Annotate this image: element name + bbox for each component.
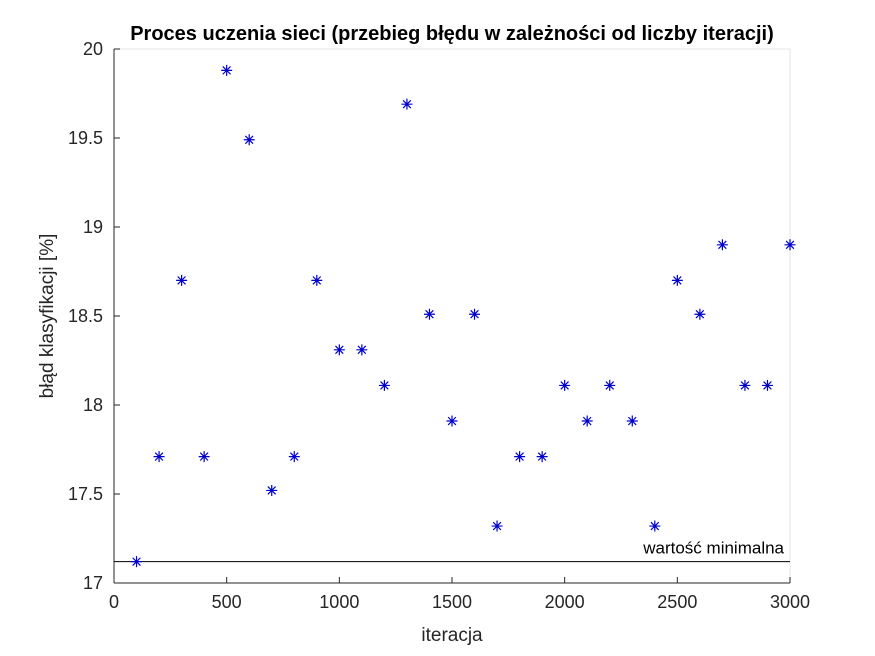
data-point bbox=[198, 451, 210, 463]
data-point bbox=[581, 415, 593, 427]
y-tick-label: 19 bbox=[83, 217, 103, 237]
x-tick-label: 1500 bbox=[432, 592, 472, 612]
data-point bbox=[176, 274, 188, 286]
x-tick-label: 0 bbox=[109, 592, 119, 612]
data-point bbox=[378, 379, 390, 391]
data-point bbox=[536, 451, 548, 463]
data-point bbox=[243, 134, 255, 146]
data-point bbox=[333, 344, 345, 356]
plot-area: 0 500 1000 1500 2000 2500 3000 17 17.5 18 18.5 19 19… bbox=[68, 39, 810, 612]
data-point bbox=[784, 239, 796, 251]
data-point bbox=[514, 451, 526, 463]
data-point bbox=[469, 308, 481, 320]
data-point bbox=[716, 239, 728, 251]
data-point bbox=[266, 484, 278, 496]
data-point bbox=[694, 308, 706, 320]
data-point bbox=[671, 274, 683, 286]
y-tick-label: 18 bbox=[83, 395, 103, 415]
data-point bbox=[131, 556, 143, 568]
x-tick-label: 1000 bbox=[319, 592, 359, 612]
data-point bbox=[491, 520, 503, 532]
y-tick-label: 18.5 bbox=[68, 306, 103, 326]
x-axis-label: iteracja bbox=[421, 625, 483, 646]
x-tick-label: 2000 bbox=[545, 592, 585, 612]
y-tick-label: 17 bbox=[83, 573, 103, 593]
x-tick-label: 3000 bbox=[770, 592, 810, 612]
data-point bbox=[401, 98, 413, 110]
data-point bbox=[626, 415, 638, 427]
data-point bbox=[153, 451, 165, 463]
x-tick-label: 2500 bbox=[657, 592, 697, 612]
y-tick-label: 19.5 bbox=[68, 128, 103, 148]
y-tick-label: 20 bbox=[83, 39, 103, 59]
data-point bbox=[446, 415, 458, 427]
y-tick-label: 17.5 bbox=[68, 484, 103, 504]
y-axis-label: błąd klasyfikacji [%] bbox=[37, 234, 58, 399]
data-point bbox=[604, 379, 616, 391]
x-tick-label: 500 bbox=[212, 592, 242, 612]
data-point bbox=[559, 379, 571, 391]
data-point bbox=[221, 64, 233, 76]
data-point bbox=[356, 344, 368, 356]
data-point bbox=[761, 379, 773, 391]
chart-title: Proces uczenia sieci (przebieg błędu w z… bbox=[130, 23, 774, 45]
data-point bbox=[739, 379, 751, 391]
data-point bbox=[288, 451, 300, 463]
data-point bbox=[649, 520, 661, 532]
data-point bbox=[311, 274, 323, 286]
minimum-reference-label: wartość minimalna bbox=[642, 539, 784, 558]
data-point bbox=[423, 308, 435, 320]
